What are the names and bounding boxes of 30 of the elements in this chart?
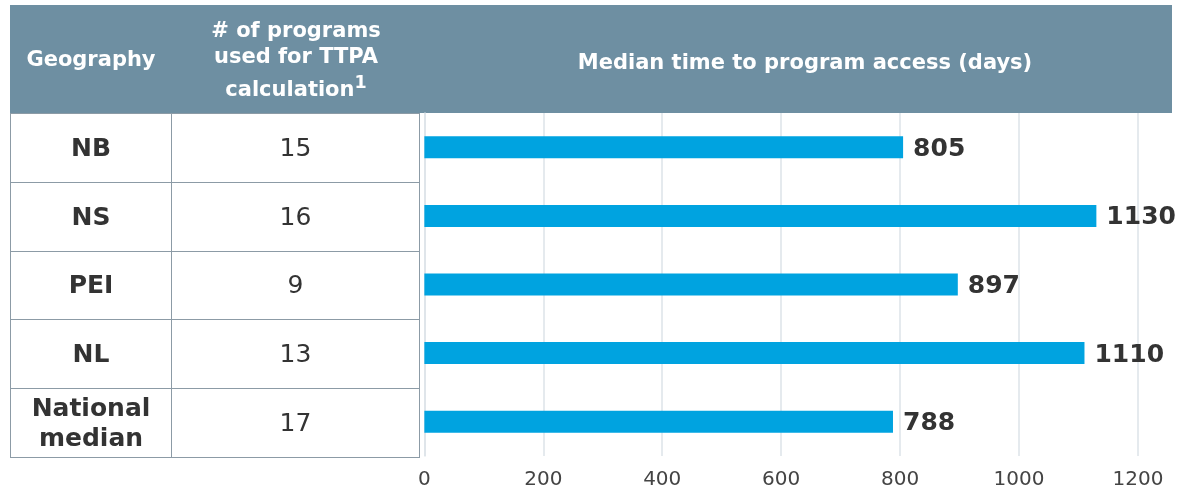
data-label: 9 <box>287 270 304 301</box>
data-label: 805 <box>913 132 966 162</box>
data-label: 13 <box>279 339 312 370</box>
category-label: National median <box>30 393 152 454</box>
bar <box>424 342 1085 365</box>
data-label: 1130 <box>1106 201 1176 231</box>
text: # of programs used for TTPA calculation$^{1}$ <box>210 16 382 102</box>
x-tick-label: 200 <box>524 466 563 488</box>
category-label: NL <box>72 339 110 370</box>
x-tick-label: 1200 <box>1112 466 1164 488</box>
x-tick-label: 1000 <box>993 466 1045 488</box>
category-label: PEI <box>68 270 114 301</box>
bar <box>424 204 1097 227</box>
x-tick-label: 800 <box>881 466 920 488</box>
bar <box>424 273 958 296</box>
data-label: 788 <box>902 407 956 437</box>
data-label: 16 <box>279 201 312 232</box>
data-label: 17 <box>279 408 312 439</box>
category-label: NS <box>71 201 111 232</box>
data-label: 897 <box>967 270 1020 299</box>
x-tick-label: 400 <box>643 466 682 488</box>
bar <box>424 410 893 433</box>
text: Geography <box>26 46 156 72</box>
x-tick-label: 0 <box>418 466 431 488</box>
chart-title: Median time to program access (days) <box>577 49 1033 74</box>
x-tick-label: 600 <box>762 466 801 488</box>
data-label: 15 <box>279 132 312 163</box>
category-label: NB <box>71 132 111 163</box>
bar <box>424 136 904 159</box>
data-label: 1110 <box>1094 338 1165 368</box>
